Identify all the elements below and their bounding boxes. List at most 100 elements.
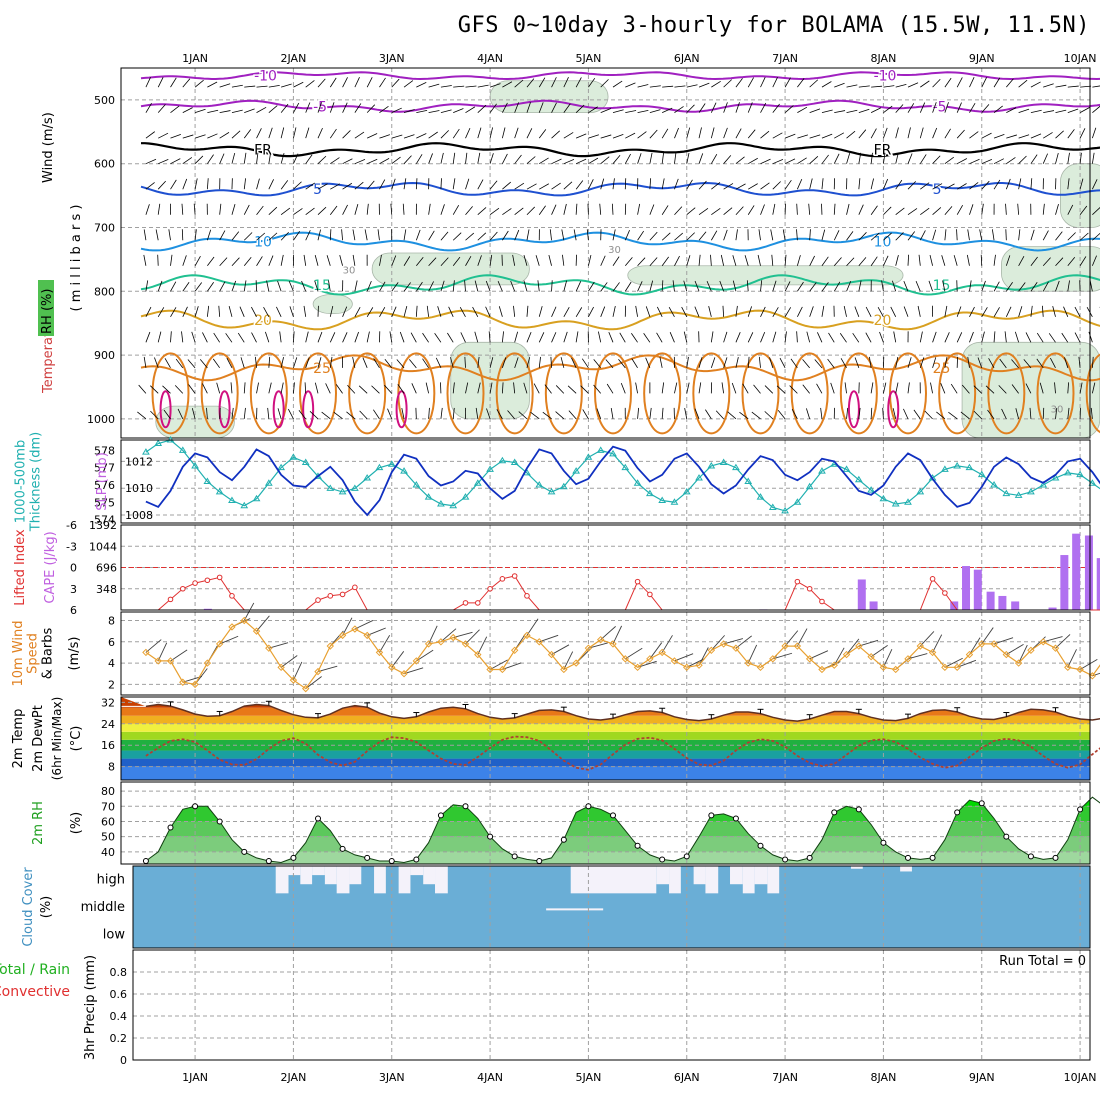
barb <box>796 331 798 343</box>
rh-point <box>388 857 395 864</box>
barb <box>526 128 533 139</box>
barb <box>998 385 1007 394</box>
barb <box>797 134 808 139</box>
barb <box>1048 333 1056 343</box>
barb <box>157 280 163 292</box>
barb <box>450 357 454 368</box>
barb <box>477 382 481 394</box>
barb <box>330 183 341 190</box>
wind10m-point <box>646 655 654 663</box>
barb <box>575 158 587 165</box>
barb <box>686 356 689 368</box>
li-point <box>474 600 481 606</box>
thickness-point <box>658 496 667 504</box>
barb <box>1042 257 1051 267</box>
wind10m-point <box>707 646 716 655</box>
barb <box>170 77 177 88</box>
barb <box>1041 305 1044 317</box>
thickness-point <box>412 480 421 488</box>
temp-band-1 <box>121 758 1090 767</box>
barb <box>329 128 337 139</box>
barb <box>309 411 319 420</box>
barb <box>858 204 864 215</box>
isotherm-label--10: -10 <box>874 69 897 85</box>
barb <box>605 359 614 369</box>
barb <box>635 382 638 394</box>
barb <box>870 152 873 164</box>
barb <box>895 254 899 266</box>
barb <box>326 255 331 266</box>
barb <box>698 357 703 368</box>
barb <box>895 152 899 164</box>
barb <box>329 305 334 317</box>
barb <box>213 332 221 343</box>
barb <box>809 282 817 292</box>
high-cloud-block-5 <box>336 866 350 894</box>
barb <box>453 108 464 114</box>
li-point <box>487 585 493 592</box>
barb <box>870 107 882 114</box>
barb <box>1079 128 1086 139</box>
barb <box>298 409 307 420</box>
barb <box>871 85 883 88</box>
barb <box>600 306 606 317</box>
barb <box>956 183 967 190</box>
barb <box>281 83 292 88</box>
wind10m-point <box>240 616 248 625</box>
temp-ylabel-d: (°C) <box>69 726 84 752</box>
barb <box>797 281 804 292</box>
wind10m-point <box>154 657 162 665</box>
upper-ylabel-mb: ( m i l l i b a r s ) <box>69 205 84 312</box>
isotherm-20 <box>140 309 1100 331</box>
barb <box>401 408 405 419</box>
barb <box>1079 205 1088 215</box>
barb <box>895 84 907 88</box>
barb <box>303 254 307 266</box>
barb <box>403 306 408 317</box>
barb <box>523 280 528 292</box>
barb <box>537 280 540 292</box>
barb <box>722 305 725 317</box>
rh-point <box>487 833 494 840</box>
barb <box>735 357 739 368</box>
barb <box>170 649 188 662</box>
thickness-point <box>768 503 777 510</box>
rh-point <box>806 854 813 861</box>
barb <box>907 231 916 241</box>
high-cloud-block-8 <box>398 866 411 894</box>
barb <box>661 280 664 292</box>
barb <box>809 134 821 139</box>
barb <box>289 306 294 317</box>
barb <box>830 382 835 394</box>
barb <box>973 385 983 394</box>
barb <box>944 305 948 317</box>
barb <box>1067 152 1070 164</box>
barb <box>416 82 427 88</box>
barb <box>502 662 522 670</box>
barb <box>981 627 994 645</box>
upper-ytick-700: 700 <box>94 221 115 234</box>
barb <box>919 357 925 368</box>
barb <box>366 133 378 139</box>
cape-bar-10 <box>1048 607 1057 610</box>
barb <box>739 411 749 420</box>
barb <box>403 229 407 241</box>
barb <box>219 110 231 114</box>
barb <box>1091 127 1097 139</box>
barb <box>674 653 694 662</box>
barb <box>170 331 172 343</box>
barb <box>325 383 331 394</box>
rh-blob-0 <box>312 294 353 315</box>
barb <box>723 638 744 645</box>
wind-ylabel-b-line: & Barbs <box>41 628 56 680</box>
barb <box>219 153 225 164</box>
barb <box>708 306 712 317</box>
barb <box>563 203 567 215</box>
barb <box>526 305 529 317</box>
barb <box>637 407 639 419</box>
barb <box>293 661 303 681</box>
barb <box>447 332 454 343</box>
barb <box>305 357 310 368</box>
barb <box>772 331 777 343</box>
barb <box>1064 357 1069 368</box>
